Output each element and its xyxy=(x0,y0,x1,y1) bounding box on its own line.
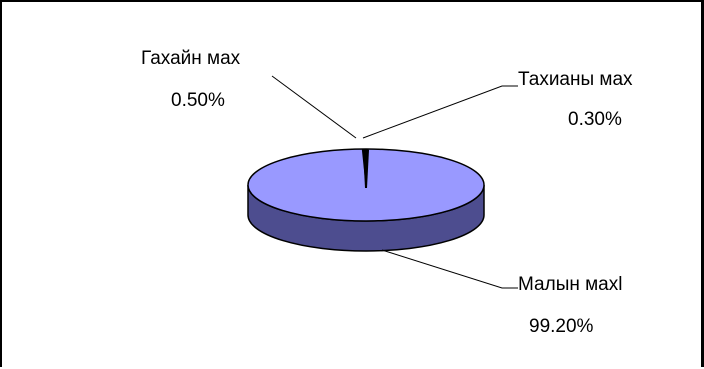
slice-value-pork: 0.50% xyxy=(171,90,225,111)
slice-value-chicken: 0.30% xyxy=(568,109,622,130)
leader-line-pork xyxy=(271,75,357,139)
slice-value-livestock: 99.20% xyxy=(529,316,594,337)
pie-slice-wedge-tip xyxy=(363,150,369,188)
slice-label-pork: Гахайн мах xyxy=(141,48,241,69)
leader-line-livestock xyxy=(381,249,518,289)
slice-label-livestock: Малын махl xyxy=(518,274,623,295)
leader-line-chicken xyxy=(362,85,518,139)
slice-label-chicken: Тахианы мах xyxy=(518,69,633,90)
